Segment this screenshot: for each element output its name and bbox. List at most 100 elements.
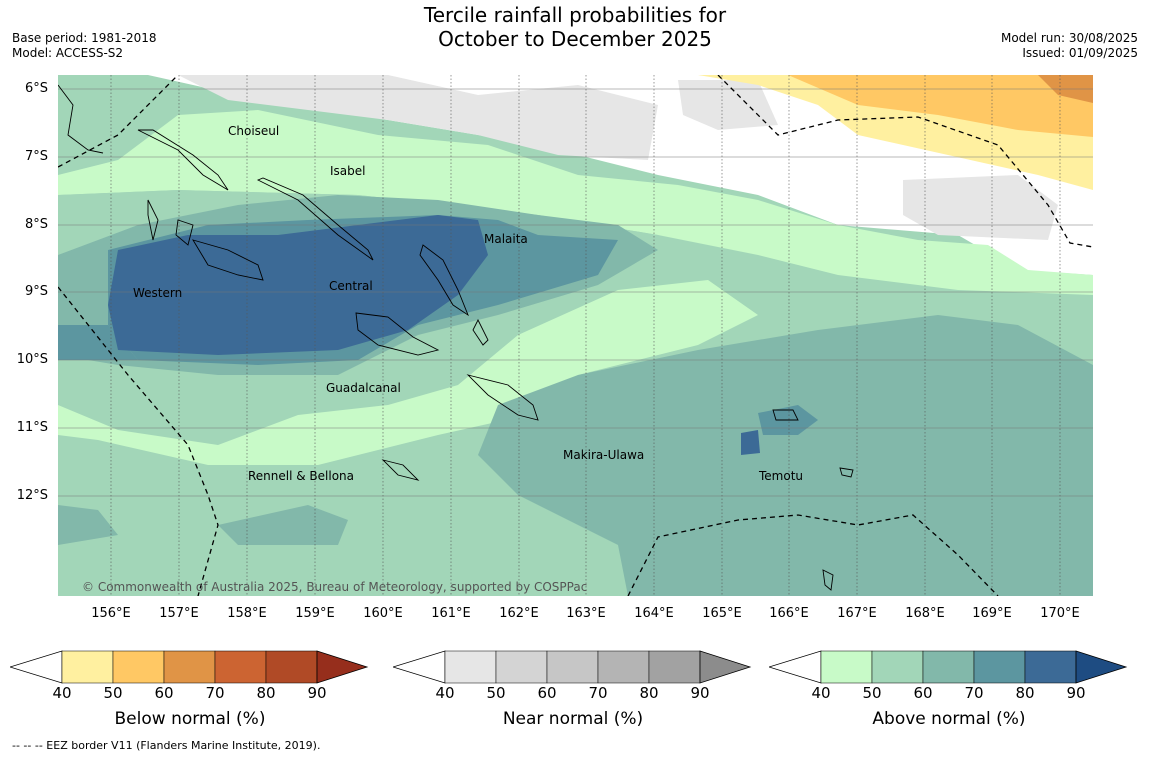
above-40-band-north (58, 110, 1093, 295)
lon-label-163e: 163°E (566, 606, 606, 621)
colorbar-below-normal (10, 650, 369, 684)
rainfall-map (58, 75, 1093, 596)
colorbar-above-tick: 70 (964, 684, 984, 702)
colorbar-below-min-arrow (10, 650, 63, 684)
latitude-gridlines (58, 88, 1093, 497)
map-title: Tercile rainfall probabilities for Octob… (0, 3, 1150, 51)
colorbar-below-segment (214, 650, 267, 684)
eez-border (58, 75, 1093, 596)
lon-label-167e: 167°E (837, 606, 877, 621)
lat-label-8s: 8°S (24, 217, 48, 232)
lon-label-168e: 168°E (905, 606, 945, 621)
colorbar-near-segment (648, 650, 701, 684)
colorbar-near-tick: 60 (537, 684, 557, 702)
colorbar-below-segment (265, 650, 318, 684)
colorbar-above-segment (922, 650, 975, 684)
lon-label-160e: 160°E (363, 606, 403, 621)
rennell-island (381, 459, 420, 481)
colorbar-near-tick: 80 (639, 684, 659, 702)
colorbar-below-max-arrow (316, 650, 369, 684)
colorbar-below-tick: 60 (154, 684, 174, 702)
colorbar-near-min-arrow (393, 650, 446, 684)
colorbar-above-segment (820, 650, 873, 684)
lon-label-166e: 166°E (769, 606, 809, 621)
colorbar-above-tick: 90 (1066, 684, 1086, 702)
region-label-central: Central (329, 279, 373, 293)
colorbar-below-tick: 80 (256, 684, 276, 702)
bougainville-coast (58, 84, 104, 154)
lon-label-165e: 165°E (702, 606, 742, 621)
colorbar-above-title: Above normal (%) (872, 709, 1026, 729)
colorbar-above-normal (769, 650, 1128, 684)
colorbar-above-max-arrow (1075, 650, 1128, 684)
colorbar-below-segment (61, 650, 114, 684)
island-a (147, 199, 159, 241)
model-name: Model: ACCESS-S2 (12, 46, 124, 60)
above-60-patch-southwest (58, 505, 118, 545)
lon-label-158e: 158°E (227, 606, 267, 621)
colorbar-above-segment (871, 650, 924, 684)
region-label-isabel: Isabel (330, 164, 366, 178)
makira-island (466, 374, 539, 421)
colorbar-above-min-arrow (769, 650, 822, 684)
guadalcanal-island (355, 312, 440, 356)
southern-island (822, 569, 834, 591)
lat-label-11s: 11°S (16, 420, 48, 435)
lon-label-164e: 164°E (634, 606, 674, 621)
colorbar-below-title: Below normal (%) (114, 709, 266, 729)
near-normal-patch-east (903, 175, 1058, 240)
isabel-island (256, 177, 374, 261)
colorbar-near-tick: 70 (588, 684, 608, 702)
title-line-2: October to December 2025 (438, 27, 712, 51)
model-info: Base period: 1981-2018 Model: ACCESS-S2 (12, 31, 157, 61)
above-60-area-east (478, 315, 1093, 596)
above-80-patch-temotu (741, 430, 760, 455)
colorbar-near-tick: 40 (435, 684, 455, 702)
colorbar-above-tick: 60 (913, 684, 933, 702)
eez-legend-note: -- -- -- EEZ border V11 (Flanders Marine… (12, 739, 321, 752)
near-normal-patch-north (178, 75, 658, 160)
new-georgia-island (192, 239, 264, 281)
colorbar-near-segment (444, 650, 497, 684)
region-label-rennell-bellona: Rennell & Bellona (248, 469, 355, 483)
title-line-1: Tercile rainfall probabilities for (423, 3, 727, 27)
colorbar-near-title: Near normal (%) (502, 709, 644, 729)
above-40-band-south (58, 280, 758, 465)
no-signal-area (58, 75, 1093, 275)
region-label-choiseul: Choiseul (228, 124, 280, 138)
model-run: Model run: 30/08/2025 (1000, 31, 1138, 45)
coastlines (58, 84, 854, 591)
above-60-patch-south (218, 505, 348, 545)
colorbar-near-segment (546, 650, 599, 684)
temotu-small-island (839, 467, 854, 478)
colorbar-below-tick: 40 (52, 684, 72, 702)
colorbar-above-segment (973, 650, 1026, 684)
issue-info: Model run: 30/08/2025 Issued: 01/09/2025 (1001, 31, 1138, 61)
above-70-patch-west (58, 325, 138, 360)
lon-label-157e: 157°E (159, 606, 199, 621)
lat-label-12s: 12°S (16, 488, 48, 503)
colorbar-near-tick: 90 (690, 684, 710, 702)
santa-cruz-island (772, 409, 799, 421)
region-label-guadalcanal: Guadalcanal (326, 381, 401, 395)
lon-label-159e: 159°E (295, 606, 335, 621)
colorbar-near-normal (393, 650, 752, 684)
region-label-makira-ulawa: Makira-Ulawa (563, 448, 645, 462)
colorbar-above-tick: 40 (811, 684, 831, 702)
small-malaita-island (472, 318, 489, 346)
colorbar-near-segment (495, 650, 548, 684)
lon-label-170e: 170°E (1040, 606, 1080, 621)
lon-label-156e: 156°E (91, 606, 131, 621)
colorbar-below-tick: 90 (307, 684, 327, 702)
lat-label-9s: 9°S (24, 284, 48, 299)
colorbar-near-max-arrow (699, 650, 752, 684)
colorbar-above-tick: 50 (862, 684, 882, 702)
region-label-malaita: Malaita (484, 232, 528, 246)
lon-label-169e: 169°E (972, 606, 1012, 621)
choiseul-island (137, 129, 229, 191)
lon-label-162e: 162°E (499, 606, 539, 621)
base-period: Base period: 1981-2018 (12, 31, 157, 45)
lat-label-7s: 7°S (24, 149, 48, 164)
issued-date: Issued: 01/09/2025 (1022, 46, 1138, 60)
lat-label-6s: 6°S (24, 81, 48, 96)
